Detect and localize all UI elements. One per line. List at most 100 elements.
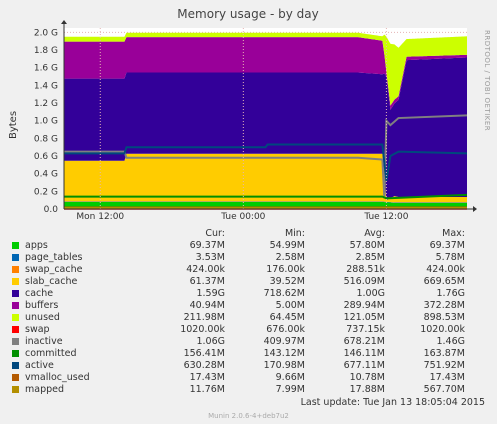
legend-min-value: 2.58M [275,252,305,263]
legend-min-value: 64.45M [269,312,305,323]
legend-cur-value: 1020.00k [180,324,225,335]
legend-cur-value: 17.43M [189,372,225,383]
legend-min-value: 143.12M [263,348,305,359]
legend-avg-value: 2.85M [355,252,385,263]
legend-cur-value: 1.06G [196,336,225,347]
legend-cur-value: 211.98M [183,312,225,323]
legend-swatch [12,254,19,261]
legend-cur-value: 11.76M [189,384,225,395]
x-tick-label: Tue 00:00 [220,212,265,222]
legend-min-value: 39.52M [269,276,305,287]
legend-max-value: 17.43M [429,372,465,383]
y-tick-label: 1.4 G [34,81,58,91]
legend-row-active: active 630.28M 170.98M 677.11M 751.92M [12,360,490,372]
legend-max-value: 163.87M [423,348,465,359]
y-tick-label: 0.4 G [34,170,58,180]
legend-row-committed: committed 156.41M 143.12M 146.11M 163.87M [12,348,490,360]
chart-title: Memory usage - by day [177,7,318,21]
legend-series-name: mapped [25,384,65,395]
legend-swatch [12,326,19,333]
legend-series-name: vmalloc_used [25,372,90,383]
legend-swatch [12,338,19,345]
area-slab-cache [64,153,467,203]
legend-cur-value: 156.41M [183,348,225,359]
legend-row-inactive: inactive 1.06G 409.97M 678.21M 1.46G [12,336,490,348]
y-axis-label: Bytes [8,111,19,139]
legend-avg-value: 289.94M [343,300,385,311]
legend-avg-value: 677.11M [343,360,385,371]
legend-row-slab-cache: slab_cache 61.37M 39.52M 516.09M 669.65M [12,276,490,288]
legend-cur-value: 424.00k [186,264,225,275]
legend-swatch [12,290,19,297]
legend-max-value: 424.00k [426,264,465,275]
legend-swatch [12,350,19,357]
legend-min-value: 176.00k [266,264,305,275]
y-tick-label: 0.0 [44,205,59,215]
y-axis-arrow [61,20,67,24]
legend-max-value: 1.46G [436,336,465,347]
legend-avg-value: 516.09M [343,276,385,287]
header-min: Min: [284,228,305,239]
legend-max-value: 5.78M [435,252,465,263]
x-tick-label: Mon 12:00 [76,212,124,222]
legend-avg-value: 17.88M [349,384,385,395]
legend-cur-value: 630.28M [183,360,225,371]
legend-max-value: 1.76G [436,288,465,299]
legend-avg-value: 288.51k [346,264,385,275]
legend-max-value: 898.53M [423,312,465,323]
area-swap-cache [64,201,467,203]
legend-swatch [12,242,19,249]
area-buffers [64,37,467,110]
legend-swatch [12,314,19,321]
legend-table: Cur: Min: Avg: Max: apps 69.37M 54.99M 57.8… [12,228,490,396]
legend-min-value: 170.98M [263,360,305,371]
legend-cur-value: 3.53M [195,252,225,263]
legend-min-value: 718.62M [263,288,305,299]
legend-cur-value: 61.37M [189,276,225,287]
legend-cur-value: 69.37M [189,240,225,251]
legend-avg-value: 737.15k [346,324,385,335]
legend-series-name: swap_cache [25,264,83,275]
legend-max-value: 69.37M [429,240,465,251]
legend-avg-value: 1.00G [356,288,385,299]
y-tick-label: 0.8 G [34,134,58,144]
legend-series-name: swap [25,324,50,335]
legend-series-name: buffers [25,300,59,311]
legend-row-unused: unused 211.98M 64.45M 121.05M 898.53M [12,312,490,324]
legend-swatch [12,386,19,393]
plot-area: 0.0 0.2 G 0.4 G 0.6 G 0.8 G 1.0 G 1.2 G 1.4 G 1.… [34,20,477,222]
memory-chart: Memory usage - by day Bytes RRDTOOL / TO… [8,7,491,222]
y-tick-label: 1.8 G [34,46,58,56]
area-cache [64,57,467,200]
header-cur: Cur: [205,228,225,239]
rrdtool-credit: RRDTOOL / TOBI OETIKER [483,30,491,131]
legend-max-value: 669.65M [423,276,465,287]
legend-row-page-tables: page_tables 3.53M 2.58M 2.85M 5.78M [12,252,490,264]
legend-swatch [12,278,19,285]
legend-row-vmalloc-used: vmalloc_used 17.43M 9.66M 10.78M 17.43M [12,372,490,384]
area-unused [64,32,467,106]
legend-avg-value: 121.05M [343,312,385,323]
last-update: Last update: Tue Jan 13 18:05:04 2015 [300,397,485,408]
legend-series-name: page_tables [25,252,83,263]
legend-swatch [12,362,19,369]
legend-header: Cur: Min: Avg: Max: [12,228,490,240]
legend-max-value: 751.92M [423,360,465,371]
line-inactive [64,114,468,199]
legend-series-name: unused [25,312,60,323]
legend-avg-value: 10.78M [349,372,385,383]
legend-row-cache: cache 1.59G 718.62M 1.00G 1.76G [12,288,490,300]
x-tick-label: Tue 12:00 [363,212,408,222]
legend-row-mapped: mapped 11.76M 7.99M 17.88M 567.70M [12,384,490,396]
legend-row-swap-cache: swap_cache 424.00k 176.00k 288.51k 424.00k [12,264,490,276]
y-tick-label: 2.0 G [34,28,58,38]
legend-cur-value: 1.59G [196,288,225,299]
header-avg: Avg: [364,228,385,239]
legend-series-name: active [25,360,54,371]
legend-min-value: 5.00M [275,300,305,311]
legend-min-value: 7.99M [275,384,305,395]
y-tick-label: 0.6 G [34,152,58,162]
legend-min-value: 9.66M [275,372,305,383]
y-tick-label: 1.2 G [34,99,58,109]
legend-max-value: 1020.00k [420,324,465,335]
